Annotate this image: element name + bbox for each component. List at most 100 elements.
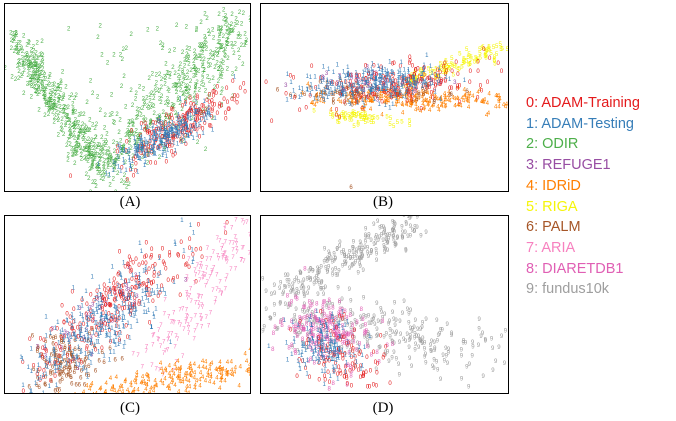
point: 9: [358, 246, 362, 252]
point: 4: [141, 374, 145, 380]
point: 1: [298, 363, 302, 369]
point: 5: [355, 112, 359, 118]
point: 2: [26, 81, 30, 87]
point: 9: [332, 252, 336, 258]
point: 8: [292, 324, 296, 330]
point: 2: [93, 126, 97, 132]
point: 0: [56, 361, 60, 367]
point: 1: [312, 349, 316, 355]
point: 0: [150, 150, 154, 156]
point: 1: [406, 88, 410, 94]
point: 1: [174, 126, 178, 132]
point: 6: [355, 89, 359, 95]
point: 9: [491, 346, 495, 352]
point: 5: [442, 62, 446, 68]
point: 1: [338, 334, 342, 340]
point: 2: [186, 54, 190, 60]
point: 0: [350, 344, 354, 350]
point: 9: [343, 252, 347, 258]
point: 1: [316, 342, 320, 348]
point: 0: [456, 86, 460, 92]
point: 9: [401, 230, 405, 236]
point: 9: [341, 333, 345, 339]
point: 1: [178, 132, 182, 138]
point: 9: [327, 250, 331, 256]
point: 1: [136, 154, 140, 160]
point: 2: [33, 78, 37, 84]
point: 2: [173, 71, 177, 77]
point: 2: [31, 77, 35, 83]
point: 2: [51, 82, 55, 88]
point: 8: [342, 332, 346, 338]
point: 9: [340, 345, 344, 351]
point: 9: [418, 338, 422, 344]
point: 2: [43, 113, 47, 119]
point: 4: [247, 369, 250, 375]
point: 9: [445, 354, 449, 360]
point: 0: [91, 319, 95, 325]
point: 0: [104, 303, 108, 309]
point: 4: [176, 375, 180, 381]
point: 1: [333, 350, 337, 356]
point: 2: [198, 43, 202, 49]
point: 9: [366, 245, 370, 251]
point: 0: [413, 81, 417, 87]
point: 1: [365, 81, 369, 87]
point: 2: [102, 173, 106, 179]
point: 9: [359, 256, 363, 262]
point: 1: [388, 79, 392, 85]
point: 0: [129, 270, 133, 276]
point: 8: [308, 344, 312, 350]
point: 2: [62, 110, 66, 116]
point: 8: [315, 326, 319, 332]
point: 2: [53, 82, 57, 88]
point: 0: [391, 92, 395, 98]
point: 2: [96, 153, 100, 159]
point: 5: [462, 59, 466, 65]
point: 0: [309, 94, 313, 100]
point: 2: [184, 98, 188, 104]
point: 2: [124, 133, 128, 139]
point: 4: [172, 372, 176, 378]
point: 9: [413, 229, 417, 235]
point: 2: [107, 147, 111, 153]
point: 5: [413, 79, 417, 85]
point: 0: [388, 381, 392, 387]
point: 2: [173, 83, 177, 89]
point: 1: [53, 348, 57, 354]
point: 2: [156, 27, 160, 33]
point: 1: [80, 329, 84, 335]
point: 2: [104, 170, 108, 176]
point: 0: [323, 374, 327, 380]
point: 8: [334, 327, 338, 333]
point: 4: [221, 367, 225, 373]
point: 9: [264, 289, 268, 295]
point: 3: [91, 302, 95, 308]
point: 5: [467, 55, 471, 61]
point: 7: [198, 278, 202, 284]
point: 8: [328, 320, 332, 326]
point: 2: [148, 93, 152, 99]
point: 2: [123, 181, 127, 187]
caption-b: (B): [373, 194, 393, 210]
point: 2: [53, 104, 57, 110]
point: 6: [80, 359, 84, 365]
point: 7: [210, 269, 214, 275]
point: 1: [197, 107, 201, 113]
point: 0: [164, 134, 168, 140]
point: 8: [320, 335, 324, 341]
point: 2: [79, 112, 83, 118]
point: 9: [356, 348, 360, 354]
point: 0: [110, 313, 114, 319]
point: 1: [37, 376, 41, 382]
point: 2: [182, 91, 186, 97]
point: 2: [196, 140, 200, 146]
point: 9: [387, 237, 391, 243]
point: 9: [355, 321, 359, 327]
point: 1: [290, 95, 294, 101]
point: 1: [309, 91, 313, 97]
point: 1: [115, 296, 119, 302]
point: 4: [154, 379, 158, 385]
point: 8: [335, 335, 339, 341]
point: 8: [363, 331, 367, 337]
